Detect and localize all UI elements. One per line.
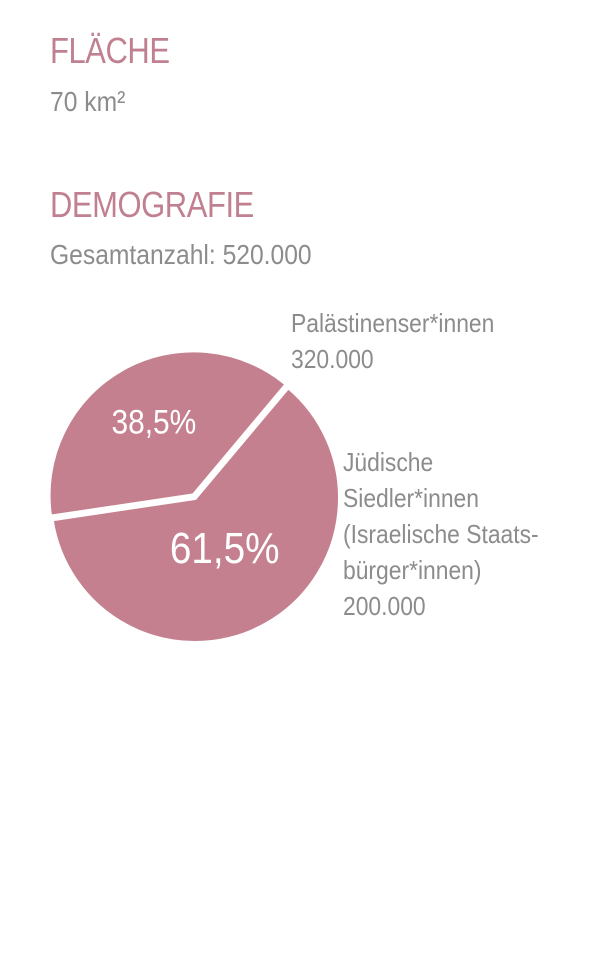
slice-callout-2: Jüdische Siedler*innen (Israelische Staats… — [343, 449, 539, 622]
slice-callout-line: bürger*innen) — [343, 557, 482, 586]
pie-chart: 61,5% Palästinenser*innen 320.000 38,5% Jüdi… — [46, 310, 539, 645]
pie-slice-2 — [46, 348, 290, 519]
slice-percent-label-1: 61,5% — [170, 522, 280, 572]
area-value: 70 km² — [50, 86, 126, 117]
demography-heading: DEMOGRAFIE — [50, 184, 254, 225]
slice-callout-line: 320.000 — [291, 346, 374, 375]
slice-callout-line: Siedler*innen — [343, 485, 479, 514]
slice-callout-line: 200.000 — [343, 593, 426, 622]
demography-total: Gesamtanzahl: 520.000 — [50, 239, 312, 270]
slice-callout-line: (Israelische Staats- — [343, 521, 539, 550]
slice-callout-1: Palästinenser*innen 320.000 — [291, 310, 494, 375]
slice-callout-line: Palästinenser*innen — [291, 310, 494, 339]
slice-callout-line: Jüdische — [343, 449, 433, 478]
slice-percent-label-2: 38,5% — [111, 403, 196, 441]
area-heading: FLÄCHE — [50, 30, 170, 71]
pie-slice-1 — [49, 384, 342, 645]
